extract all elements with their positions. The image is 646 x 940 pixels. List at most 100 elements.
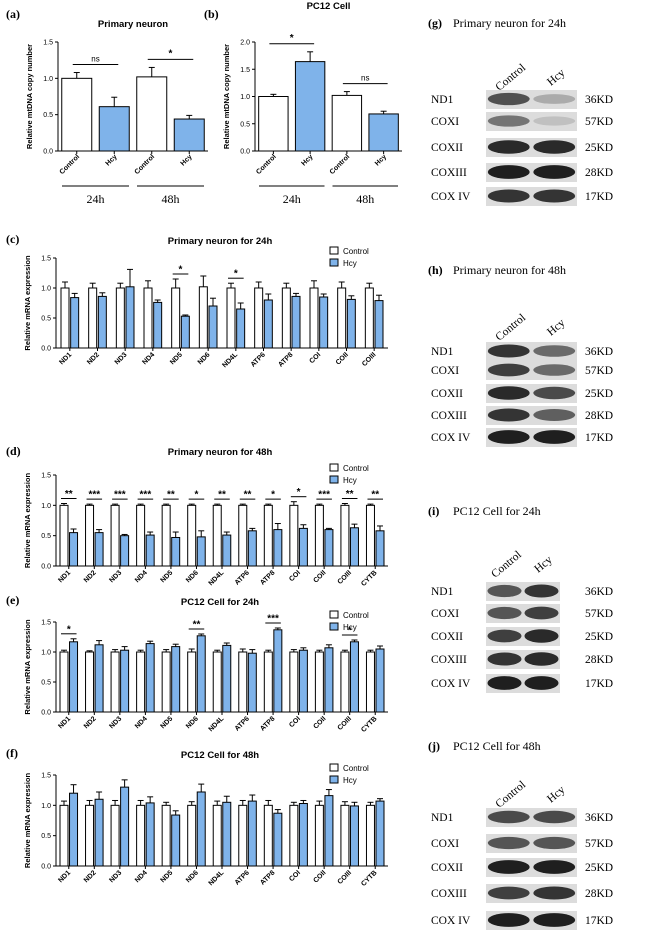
blot-band bbox=[487, 913, 530, 927]
y-tick-label: 0.0 bbox=[240, 149, 250, 156]
significance-mark: *** bbox=[114, 490, 126, 501]
blot-band bbox=[487, 189, 530, 203]
bar-hcy bbox=[263, 299, 273, 349]
x-tick-label: ND4L bbox=[221, 351, 239, 369]
y-axis-label: Relative mRNA expression bbox=[23, 255, 32, 351]
lane-label-hcy: Hcy bbox=[545, 317, 568, 339]
blot-band bbox=[533, 345, 576, 357]
blot-band bbox=[487, 140, 530, 154]
legend-label-control: Control bbox=[343, 764, 369, 773]
x-tick-label: COIII bbox=[361, 351, 378, 368]
blot-band bbox=[487, 836, 530, 850]
x-tick-label: ND6 bbox=[197, 351, 212, 366]
group-label: 24h bbox=[283, 192, 301, 206]
significance-mark: * bbox=[195, 490, 199, 501]
y-tick-label: 0.0 bbox=[41, 864, 51, 871]
bar-hcy bbox=[346, 298, 356, 349]
blot-band bbox=[487, 165, 530, 179]
blot-band bbox=[524, 676, 559, 690]
blot-title: Primary neuron for 48h bbox=[453, 263, 566, 277]
protein-label: ND1 bbox=[431, 812, 454, 824]
bar-hcy bbox=[298, 803, 308, 867]
x-tick-label: Hcy bbox=[105, 153, 119, 167]
x-tick-label: ND4L bbox=[208, 715, 226, 733]
y-tick-label: 0.5 bbox=[41, 316, 51, 323]
y-tick-label: 1.5 bbox=[41, 473, 51, 480]
x-tick-label: ND2 bbox=[83, 869, 98, 884]
panel-label: (c) bbox=[6, 232, 19, 246]
panel-label: (d) bbox=[6, 444, 21, 458]
y-axis-label: Relative mtDNA copy number bbox=[222, 44, 231, 149]
bar-hcy bbox=[375, 530, 385, 567]
protein-label: COXII bbox=[431, 142, 463, 154]
x-tick-label: COI bbox=[288, 569, 302, 583]
panel-label: (b) bbox=[204, 7, 219, 21]
blot-band bbox=[533, 165, 576, 179]
bar-control bbox=[161, 651, 171, 713]
y-tick-label: 0.0 bbox=[41, 346, 51, 353]
significance-mark: * bbox=[234, 269, 238, 280]
bar-control bbox=[85, 651, 95, 713]
bar-control bbox=[110, 504, 120, 567]
y-tick-label: 1.0 bbox=[41, 286, 51, 293]
size-label: 17KD bbox=[585, 191, 613, 203]
significance-mark: ** bbox=[193, 620, 201, 631]
significance-mark: *** bbox=[140, 490, 152, 501]
x-tick-label: COII bbox=[312, 715, 327, 730]
chart-title: Primary neuron bbox=[98, 19, 168, 30]
bar-hcy bbox=[319, 296, 329, 349]
protein-label: COX IV bbox=[431, 678, 471, 690]
x-tick-label: COIII bbox=[337, 569, 354, 586]
size-label: 25KD bbox=[585, 631, 613, 643]
bar-hcy bbox=[120, 535, 130, 567]
x-tick-label: ND3 bbox=[108, 869, 123, 884]
bar-control bbox=[263, 504, 273, 567]
size-label: 57KD bbox=[585, 365, 613, 377]
protein-label: COXIII bbox=[431, 888, 467, 900]
bar-hcy bbox=[298, 649, 308, 713]
bar-control bbox=[337, 287, 347, 349]
protein-label: ND1 bbox=[431, 586, 454, 598]
legend-label-hcy: Hcy bbox=[343, 476, 357, 485]
x-tick-label: COII bbox=[335, 351, 350, 366]
blot-band bbox=[524, 584, 559, 598]
bar-control bbox=[340, 651, 350, 713]
bar-hcy bbox=[294, 61, 326, 152]
blot-band bbox=[487, 810, 530, 824]
x-tick-label: CYTB bbox=[360, 569, 378, 587]
bar-control bbox=[212, 651, 222, 713]
y-tick-label: 0.0 bbox=[41, 564, 51, 571]
x-tick-label: ND5 bbox=[159, 569, 174, 584]
lane-label-control: Control bbox=[489, 549, 524, 581]
blot-band bbox=[487, 860, 530, 874]
bar-hcy bbox=[98, 106, 130, 152]
lane-label-hcy: Hcy bbox=[532, 554, 555, 576]
size-label: 25KD bbox=[585, 862, 613, 874]
x-tick-label: ND3 bbox=[114, 351, 129, 366]
x-tick-label: Hcy bbox=[301, 153, 315, 167]
bar-control bbox=[365, 504, 375, 567]
significance-mark: ns bbox=[91, 55, 99, 64]
bar-control bbox=[88, 287, 98, 349]
size-label: 25KD bbox=[585, 142, 613, 154]
y-tick-label: 1.0 bbox=[43, 76, 53, 83]
x-tick-label: Control bbox=[255, 153, 278, 176]
blot-band bbox=[487, 115, 530, 127]
blot-band bbox=[487, 363, 530, 377]
legend-swatch-control bbox=[329, 463, 339, 472]
bar-control bbox=[59, 651, 69, 713]
group-label: 48h bbox=[162, 192, 180, 206]
bar-control bbox=[198, 286, 208, 349]
legend-swatch-hcy bbox=[329, 622, 339, 631]
bar-control bbox=[238, 651, 248, 713]
significance-mark: * bbox=[297, 487, 301, 498]
lane-label-hcy: Hcy bbox=[545, 784, 568, 806]
blot-band bbox=[487, 92, 530, 106]
x-tick-label: COIII bbox=[337, 869, 354, 886]
legend-swatch-control bbox=[329, 763, 339, 772]
x-tick-label: Control bbox=[329, 153, 352, 176]
bar-hcy bbox=[94, 644, 104, 713]
bar-control bbox=[136, 76, 168, 152]
y-axis-label: Relative mRNA expression bbox=[23, 473, 32, 569]
x-tick-label: Hcy bbox=[374, 153, 388, 167]
